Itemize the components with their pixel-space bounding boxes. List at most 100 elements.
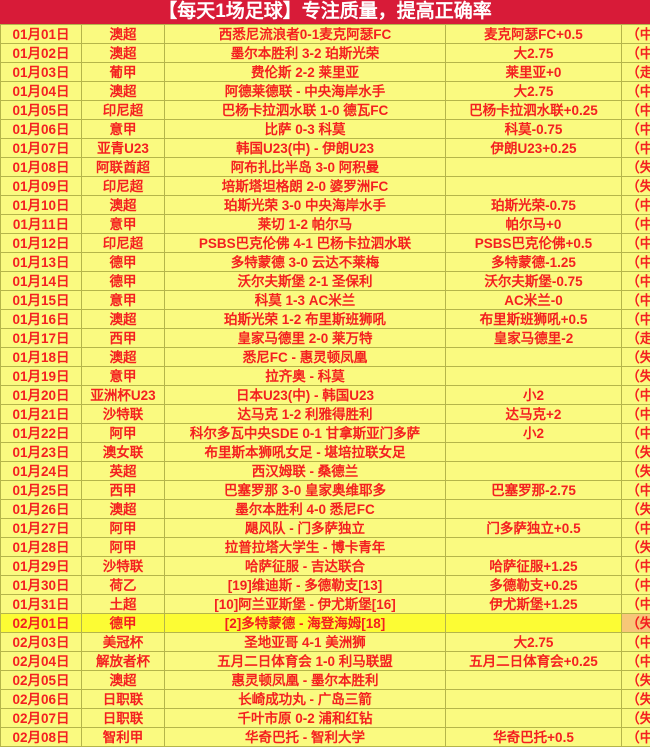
cell-date: 02月03日 xyxy=(1,633,82,652)
status-badge: （中） xyxy=(622,557,650,576)
cell-tip: 多德勒支+0.25 xyxy=(446,576,622,595)
status-badge: （中） xyxy=(622,120,650,139)
cell-match: 科莫 1-3 AC米兰 xyxy=(165,291,446,310)
cell-tip: 皇家马德里-2 xyxy=(446,329,622,348)
cell-date: 01月07日 xyxy=(1,139,82,158)
cell-match: 拉普拉塔大学生 - 博卡青年 xyxy=(165,538,446,557)
cell-date: 01月17日 xyxy=(1,329,82,348)
cell-tip: 哈萨征服+1.25 xyxy=(446,557,622,576)
cell-tip xyxy=(446,348,622,367)
cell-league: 土超 xyxy=(82,595,165,614)
cell-match: 悉尼FC - 惠灵顿凤凰 xyxy=(165,348,446,367)
status-badge: （中） xyxy=(622,576,650,595)
status-badge: （中） xyxy=(622,272,650,291)
records-table: 01月01日澳超西悉尼流浪者0-1麦克阿瑟FC麦克阿瑟FC+0.5（中）01月0… xyxy=(0,24,650,747)
cell-league: 阿甲 xyxy=(82,538,165,557)
cell-match: 西汉姆联 - 桑德兰 xyxy=(165,462,446,481)
cell-match: 巴杨卡拉泗水联 1-0 德瓦FC xyxy=(165,101,446,120)
cell-date: 01月08日 xyxy=(1,158,82,177)
cell-date: 01月02日 xyxy=(1,44,82,63)
status-badge: （失） xyxy=(622,158,650,177)
cell-tip xyxy=(446,500,622,519)
cell-date: 01月04日 xyxy=(1,82,82,101)
status-badge: （中） xyxy=(622,652,650,671)
cell-tip: 伊朗U23+0.25 xyxy=(446,139,622,158)
status-badge: （走） xyxy=(622,63,650,82)
cell-match: 韩国U23(中) - 伊朗U23 xyxy=(165,139,446,158)
status-badge: （失） xyxy=(622,367,650,386)
cell-match: 皇家马德里 2-0 莱万特 xyxy=(165,329,446,348)
cell-tip: 帕尔马+0 xyxy=(446,215,622,234)
cell-date: 01月27日 xyxy=(1,519,82,538)
cell-tip xyxy=(446,690,622,709)
cell-match: 哈萨征服 - 吉达联合 xyxy=(165,557,446,576)
cell-date: 01月28日 xyxy=(1,538,82,557)
cell-league: 亚洲杯U23 xyxy=(82,386,165,405)
cell-date: 02月04日 xyxy=(1,652,82,671)
cell-date: 01月23日 xyxy=(1,443,82,462)
cell-league: 澳超 xyxy=(82,44,165,63)
cell-league: 印尼超 xyxy=(82,177,165,196)
cell-match: 华奇巴托 - 智利大学 xyxy=(165,728,446,747)
status-badge: （中） xyxy=(622,405,650,424)
cell-league: 澳超 xyxy=(82,196,165,215)
cell-match: 培斯塔坦格朗 2-0 婆罗洲FC xyxy=(165,177,446,196)
cell-match: 千叶市原 0-2 浦和红钻 xyxy=(165,709,446,728)
cell-match: 莱切 1-2 帕尔马 xyxy=(165,215,446,234)
cell-league: 日职联 xyxy=(82,690,165,709)
cell-tip: 布里斯班狮吼+0.5 xyxy=(446,310,622,329)
cell-league: 亚青U23 xyxy=(82,139,165,158)
status-badge: （中） xyxy=(622,139,650,158)
status-badge: （中） xyxy=(622,25,650,44)
status-badge: （失） xyxy=(622,709,650,728)
cell-match: PSBS巴克伦佛 4-1 巴杨卡拉泗水联 xyxy=(165,234,446,253)
cell-date: 01月20日 xyxy=(1,386,82,405)
status-badge: （失） xyxy=(622,348,650,367)
cell-match: 比萨 0-3 科莫 xyxy=(165,120,446,139)
cell-league: 荷乙 xyxy=(82,576,165,595)
cell-match: 科尔多瓦中央SDE 0-1 甘拿斯亚门多萨 xyxy=(165,424,446,443)
cell-tip: 科莫-0.75 xyxy=(446,120,622,139)
page-banner: 【每天1场足球】专注质量，提高正确率 xyxy=(0,0,650,24)
cell-tip: AC米兰-0 xyxy=(446,291,622,310)
cell-tip: 多特蒙德-1.25 xyxy=(446,253,622,272)
